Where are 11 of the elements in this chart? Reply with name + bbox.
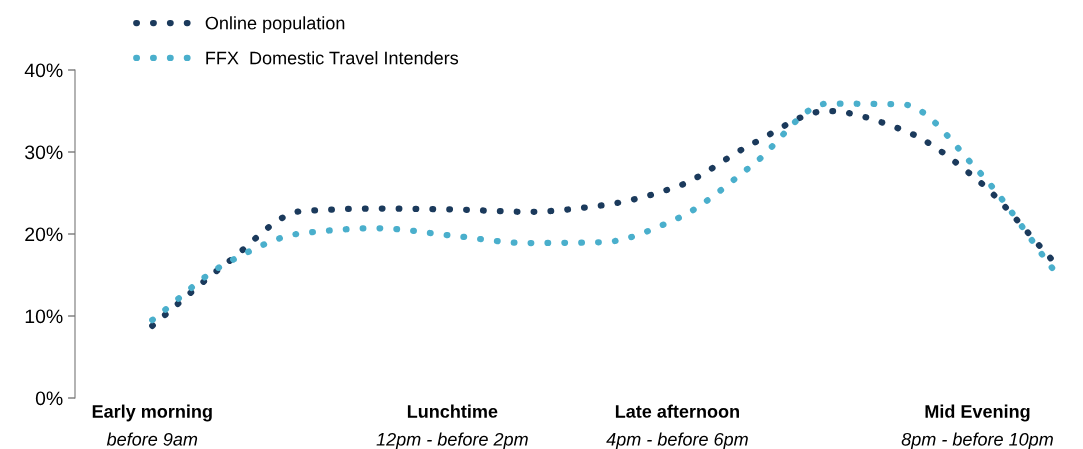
y-tick-label: 20% [25, 227, 63, 242]
x-tick-label: Late afternoon 4pm - before 6pm [606, 404, 748, 449]
y-tick-label: 0% [35, 391, 63, 406]
y-tick-label: 30% [25, 145, 63, 160]
x-tick-label: Lunchtime 12pm - before 2pm [376, 404, 528, 449]
x-tick-label: Mid Evening 8pm - before 10pm [901, 404, 1053, 449]
legend-label: Online population [205, 16, 345, 34]
y-tick-label: 10% [25, 309, 63, 324]
legend-label: FFX Domestic Travel Intenders [206, 51, 459, 65]
x-tick-label: Early morning before 9am [92, 404, 212, 446]
y-tick-label: 40% [24, 63, 63, 78]
